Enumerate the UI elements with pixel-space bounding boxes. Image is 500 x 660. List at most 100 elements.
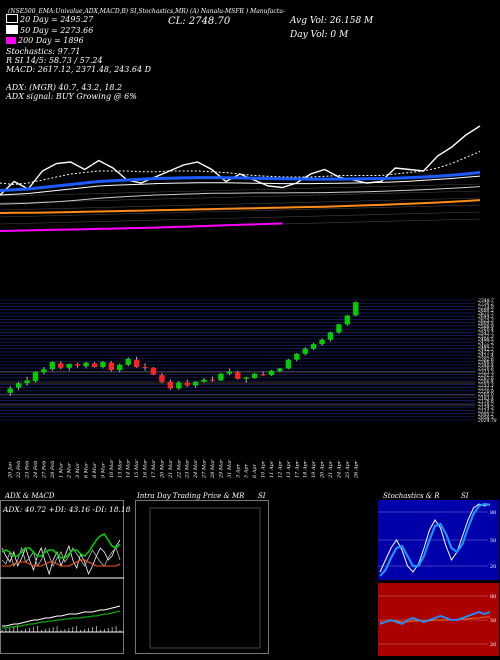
candle-body: [327, 332, 334, 340]
date-tick-label: 14 Mar: [126, 459, 132, 478]
date-tick-label: 19 Apr: [311, 460, 317, 478]
stoch-level-label: 20: [490, 564, 496, 570]
intraday-plot-area: [149, 507, 261, 649]
price-tick-label: 2542.7: [477, 330, 494, 336]
close-price: CL: 2748.70: [168, 16, 231, 27]
candle-body: [209, 379, 216, 381]
candle-body: [268, 370, 275, 376]
ma20-legend: 20 Day = 2495.27: [6, 14, 93, 25]
candle-body: [285, 359, 292, 369]
candle-body: [226, 371, 233, 374]
price-tick-label: 2460.7: [477, 343, 494, 349]
date-tick-label: 5 Apr: [244, 463, 250, 478]
candle-body: [336, 324, 342, 333]
rsi-level-label: 80: [490, 594, 496, 600]
price-tick-label: 2477.2: [477, 340, 494, 346]
candle-body: [7, 388, 13, 393]
candle-body: [310, 344, 317, 349]
price-tick-label: 2231.1: [477, 386, 494, 392]
macd-signal-line: [2, 610, 121, 629]
price-tick-label: 2220.9: [477, 389, 494, 395]
price-tick-label: 2521.3: [477, 334, 494, 340]
date-tick-label: 10 Apr: [261, 460, 267, 478]
date-tick-label: 27 Mar: [202, 459, 208, 479]
date-tick-label: 17 Mar: [151, 459, 157, 478]
candle-body: [91, 363, 98, 368]
date-tick-label: 18 Apr: [303, 460, 309, 478]
candle-body: [117, 364, 123, 370]
legend-swatch-20: [6, 14, 18, 23]
date-tick-label: 13 Mar: [117, 459, 123, 478]
price-tick-label: 2392.6: [477, 356, 494, 362]
candle-body: [83, 362, 89, 367]
price-tick-label: 2111.7: [477, 408, 494, 414]
ma-band-line: [0, 211, 481, 225]
adx-values: ADX: 40.72 +DI: 43.16 -DI: 18.18: [3, 505, 131, 514]
candle-body: [251, 373, 258, 379]
price-tick-label: 2253.3: [477, 382, 494, 388]
macd-line: [2, 605, 121, 627]
price-tick-label: 2588.9: [477, 324, 494, 330]
price-tick-label: 2058.3: [477, 415, 494, 421]
candle-body: [49, 361, 56, 370]
rsi-signal-line: [380, 616, 490, 623]
price-tick-label: 2183.4: [477, 395, 494, 401]
date-tick-label: 23 Mar: [185, 459, 191, 479]
candle-body: [294, 353, 300, 360]
date-tick-label: 12 Apr: [277, 460, 283, 478]
candle-body: [125, 358, 131, 365]
date-tick-label: 6 Mar: [84, 462, 90, 478]
rsi-line: R SI 14/5: 58.73 / 57.24: [6, 56, 103, 65]
candle-body: [15, 383, 22, 388]
day-volume: Day Vol: 0 M: [290, 30, 349, 40]
legend-swatch-50: [6, 25, 18, 34]
date-tick-label: 21 Mar: [168, 459, 174, 479]
ma-band-line: [0, 190, 481, 204]
date-tick-label: 24 Feb: [33, 461, 39, 479]
date-tick-label: 1 Mar: [58, 462, 64, 478]
date-tick-label: 29 Mar: [218, 459, 224, 479]
ma-series-line-7: [0, 222, 283, 232]
price-tick-label: 2287.6: [477, 376, 494, 382]
price-tick-label: 2095.2: [477, 412, 494, 418]
indicator-summary: Stochastics: 97.71 R SI 14/5: 58.73 / 57…: [6, 47, 151, 101]
candle-body: [142, 367, 148, 369]
price-tick-label: 2714.9: [477, 304, 494, 310]
date-tick-label: 24 Apr: [336, 460, 342, 479]
intraday-panel-title: Intra Day Trading Price & MR: [137, 492, 245, 500]
price-tick-label: 2124.3: [477, 405, 494, 411]
price-tick-label: 2159.2: [477, 402, 494, 408]
stoch-panel-title: Stochastics & R: [383, 492, 440, 500]
date-tick-label: 10 Mar: [109, 459, 115, 478]
stoch-panel-suffix: SI: [461, 492, 469, 500]
date-tick-label: 20 Mar: [159, 459, 165, 479]
candle-body: [159, 375, 165, 382]
di-plus-line: [1, 532, 121, 559]
price-tick-label: 2176.6: [477, 399, 494, 405]
ma50-legend: 50 Day = 2273.66: [6, 25, 93, 36]
ma-band-line: [0, 183, 481, 197]
ma200-label: 200 Day = 1896: [18, 36, 84, 45]
macd-line: MACD: 2617.12, 2371.48, 243.64 D: [6, 65, 152, 74]
date-tick-label: 21 Apr: [328, 460, 334, 479]
ma-series-line-3: [0, 171, 481, 192]
date-tick-label: 15 Mar: [134, 459, 140, 478]
candle-body: [100, 361, 106, 368]
adx-signal-line: [2, 559, 121, 567]
candle-body: [41, 369, 47, 373]
ma-series-line-5: [0, 186, 481, 205]
ma20-label: 20 Day = 2495.27: [20, 15, 94, 24]
candle-body: [176, 382, 182, 389]
candle-body: [353, 302, 359, 316]
candle-body: [344, 315, 351, 325]
date-tick-label: 11 Apr: [269, 460, 275, 478]
date-tick-label: 3 Apr: [235, 463, 241, 478]
price-tick-label: 2024.78: [477, 418, 497, 424]
candle-body: [319, 339, 325, 345]
date-tick-label: 27 Feb: [41, 461, 47, 479]
candle-body: [150, 367, 157, 375]
price-tick-label: 2427.3: [477, 350, 494, 356]
